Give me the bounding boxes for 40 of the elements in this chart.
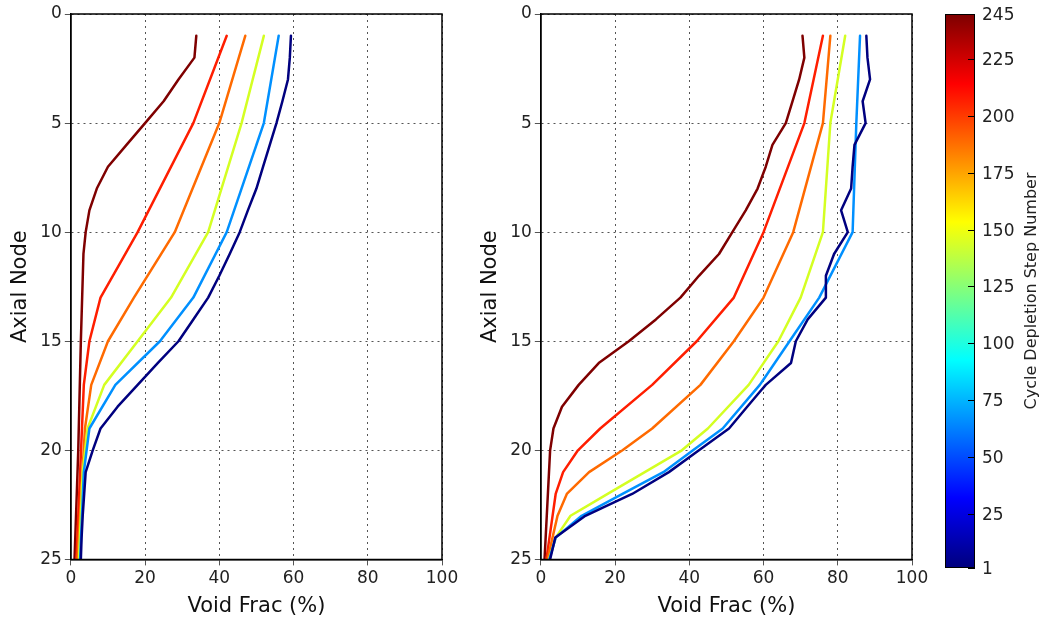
y-tick-label: 10 xyxy=(510,220,532,241)
x-axis-title: Void Frac (%) xyxy=(187,592,326,617)
color-bar-label: 25 xyxy=(982,503,1004,524)
y-axis-title: Axial Node xyxy=(477,230,502,344)
y-tick-label: 15 xyxy=(40,329,62,350)
y-tick-label: 5 xyxy=(51,111,62,132)
y-tick-label: 0 xyxy=(521,2,532,23)
y-tick-label: 25 xyxy=(510,547,532,568)
x-tick-label: 40 xyxy=(208,567,231,588)
x-tick-label: 100 xyxy=(425,567,459,588)
y-tick-label: 25 xyxy=(40,547,62,568)
color-bar-label: 100 xyxy=(982,333,1015,354)
color-bar-label: 125 xyxy=(982,276,1015,297)
x-tick-label: 0 xyxy=(65,567,77,588)
color-bar-label: 225 xyxy=(982,49,1015,70)
y-tick-label: 0 xyxy=(51,2,62,23)
y-tick-label: 20 xyxy=(40,438,62,459)
x-tick-label: 80 xyxy=(356,567,379,588)
y-tick-label: 5 xyxy=(521,111,532,132)
color-bar-label: 150 xyxy=(982,219,1015,240)
color-bar-label: 50 xyxy=(982,446,1004,467)
x-tick-label: 20 xyxy=(134,567,156,588)
x-tick-label: 60 xyxy=(752,567,775,588)
x-axis-title: Void Frac (%) xyxy=(657,592,796,617)
color-bar-label: 245 xyxy=(982,4,1015,24)
color-bar-label: 1 xyxy=(982,558,993,578)
y-axis-title: Axial Node xyxy=(7,230,32,344)
x-tick-label: 60 xyxy=(282,567,305,588)
y-tick-label: 20 xyxy=(510,438,532,459)
x-tick-label: 20 xyxy=(604,567,626,588)
color-bar-label: 175 xyxy=(982,162,1015,183)
x-tick-label: 0 xyxy=(535,567,547,588)
color-bar-label: 200 xyxy=(982,106,1015,127)
y-tick-label: 15 xyxy=(510,329,532,350)
x-tick-label: 40 xyxy=(678,567,701,588)
y-tick-label: 10 xyxy=(40,220,62,241)
x-tick-label: 80 xyxy=(826,567,849,588)
color-bar-title: Cycle Depletion Step Number xyxy=(1020,172,1040,410)
x-tick-label: 100 xyxy=(895,567,929,588)
color-bar-label: 75 xyxy=(982,389,1004,410)
